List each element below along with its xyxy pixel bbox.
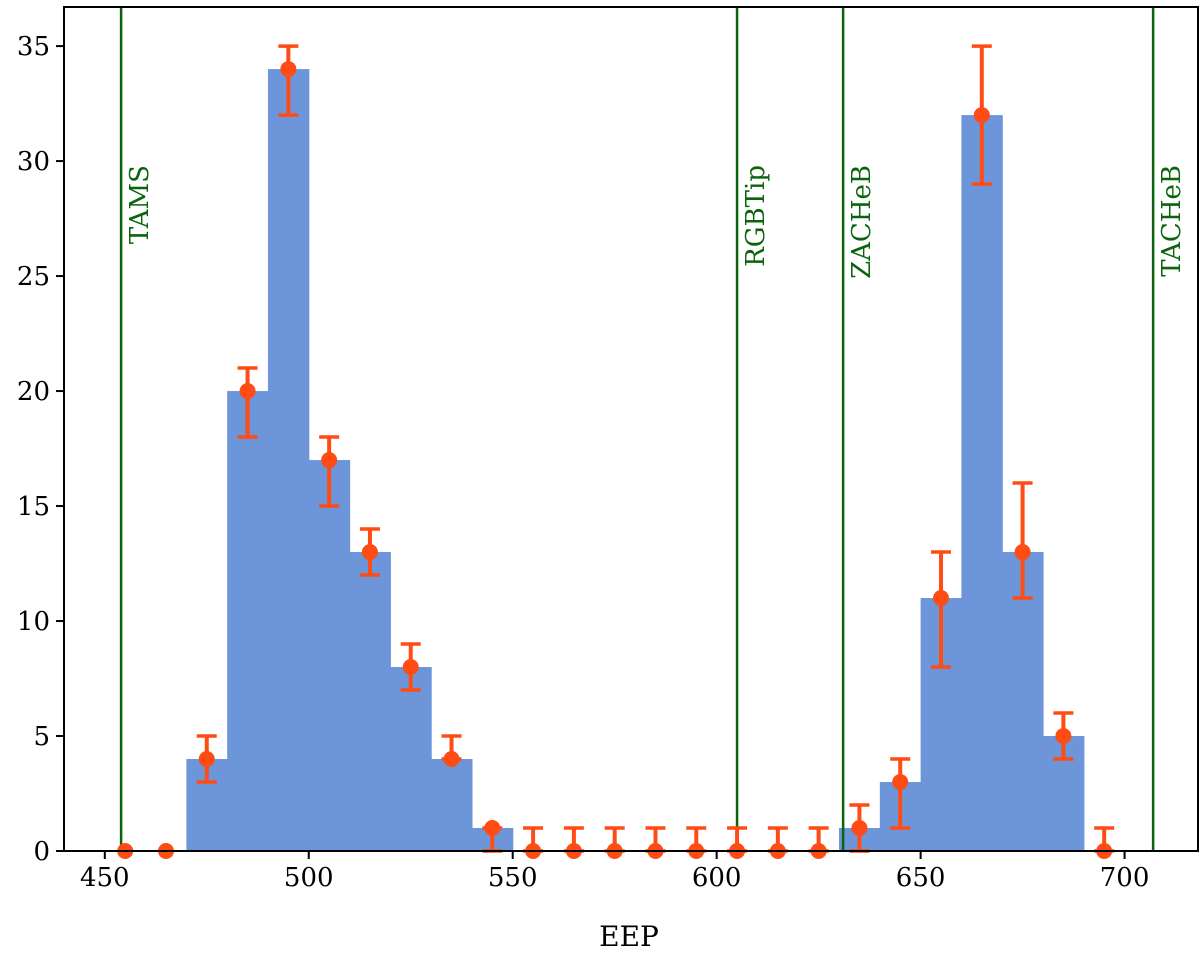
x-axis-title: EEP <box>599 920 659 953</box>
histogram-bars <box>186 69 1085 851</box>
data-point-3 <box>239 383 256 400</box>
y-tick-label-0: 0 <box>33 837 50 867</box>
y-tick-label-15: 15 <box>17 492 50 522</box>
histogram-bar-21 <box>961 115 1003 851</box>
data-point-20 <box>933 590 950 607</box>
marker-label-tams: TAMS <box>125 165 155 244</box>
x-tick-label-700: 700 <box>1100 863 1150 893</box>
y-tick-label-20: 20 <box>17 377 50 407</box>
data-point-9 <box>484 820 501 837</box>
x-tick-label-450: 450 <box>80 863 130 893</box>
y-tick-label-25: 25 <box>17 262 50 292</box>
data-point-7 <box>402 659 419 676</box>
data-point-21 <box>973 107 990 124</box>
data-point-19 <box>892 774 909 791</box>
x-tick-label-650: 650 <box>896 863 946 893</box>
histogram-bar-22 <box>1002 552 1044 851</box>
data-point-22 <box>1014 544 1031 561</box>
plot-frame <box>63 6 1199 852</box>
marker-label-tacheb: TACHeB <box>1157 165 1187 277</box>
histogram-bar-6 <box>349 552 391 851</box>
y-axis-ticks: 0 5 10 15 20 25 30 35 <box>17 32 64 867</box>
marker-lines <box>119 7 1155 851</box>
histogram-bar-5 <box>308 460 351 851</box>
marker-label-zacheb: ZACHeB <box>847 165 877 279</box>
marker-label-rgbtip: RGBTip <box>741 165 771 267</box>
histogram-bar-3 <box>227 391 269 851</box>
data-point-2 <box>198 751 215 768</box>
data-point-8 <box>443 751 460 768</box>
x-axis-ticks: 450 500 550 600 650 700 <box>80 851 1149 893</box>
data-point-6 <box>361 544 378 561</box>
data-point-5 <box>321 452 338 469</box>
data-point-4 <box>280 61 297 78</box>
x-tick-label-500: 500 <box>284 863 334 893</box>
data-point-23 <box>1055 728 1072 745</box>
y-tick-label-30: 30 <box>17 147 50 177</box>
x-tick-label-600: 600 <box>692 863 742 893</box>
y-tick-label-5: 5 <box>33 722 50 752</box>
y-tick-label-35: 35 <box>17 32 50 62</box>
histogram-bar-8 <box>431 759 473 851</box>
y-tick-label-10: 10 <box>17 607 50 637</box>
histogram-bar-7 <box>390 667 432 851</box>
x-tick-label-550: 550 <box>488 863 538 893</box>
data-point-18 <box>851 820 868 837</box>
histogram-bar-4 <box>267 69 310 851</box>
marker-labels: TAMS RGBTip ZACHeB TACHeB <box>125 165 1187 279</box>
